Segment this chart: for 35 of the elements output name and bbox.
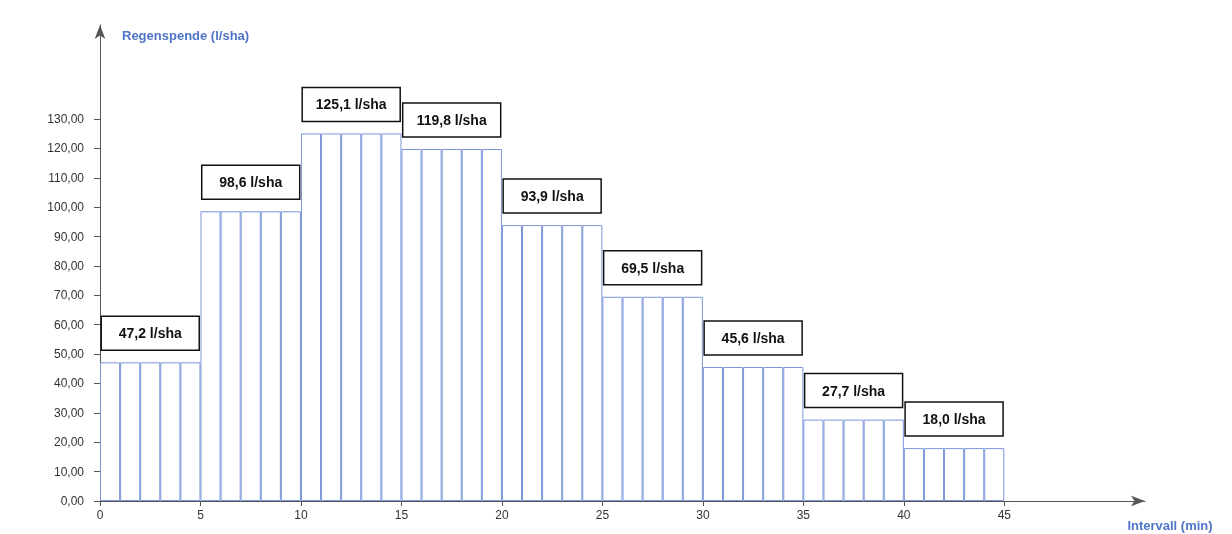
x-tick-label: 40 [897,508,911,522]
x-tick-label: 15 [394,508,409,522]
y-tick-label: 10,00 [53,464,85,479]
x-tick-label: 20 [495,508,509,522]
data-label: 93,9 l/sha [520,188,584,205]
y-tick-label: 50,00 [53,347,85,362]
x-tick-label: 25 [595,508,610,522]
data-label: 27,7 l/sha [822,382,886,399]
x-tick-label: 5 [197,508,205,522]
data-label: 45,6 l/sha [721,330,785,347]
y-tick-label: 120,00 [47,141,85,156]
y-tick-label: 20,00 [53,435,85,450]
data-label: 98,6 l/sha [219,174,283,191]
x-tick-label: 45 [997,508,1012,522]
y-tick-label: 30,00 [53,405,85,420]
data-label: 69,5 l/sha [621,259,685,276]
y-tick-label: 60,00 [53,317,85,332]
x-tick-label: 0 [96,508,104,522]
x-tick-label: 10 [294,508,308,522]
x-tick-label: 35 [796,508,811,522]
y-tick-label: 100,00 [47,200,85,215]
y-tick-label: 80,00 [53,258,85,273]
y-tick-label: 130,00 [47,112,85,127]
data-label: 119,8 l/sha [416,112,487,128]
y-tick-label: 0,00 [60,494,85,508]
y-axis-title: Regenspende (l/sha) [122,28,250,43]
y-tick-label: 70,00 [53,288,85,303]
data-label: 47,2 l/sha [118,325,182,342]
data-label: 125,1 l/sha [315,96,387,113]
x-axis-title: Intervall (min) [1127,518,1213,533]
data-label: 18,0 l/sha [922,411,986,428]
x-tick-label: 30 [696,508,710,522]
y-tick-label: 110,00 [48,170,85,185]
y-tick-label: 40,00 [53,376,85,391]
y-tick-label: 90,00 [53,229,85,244]
